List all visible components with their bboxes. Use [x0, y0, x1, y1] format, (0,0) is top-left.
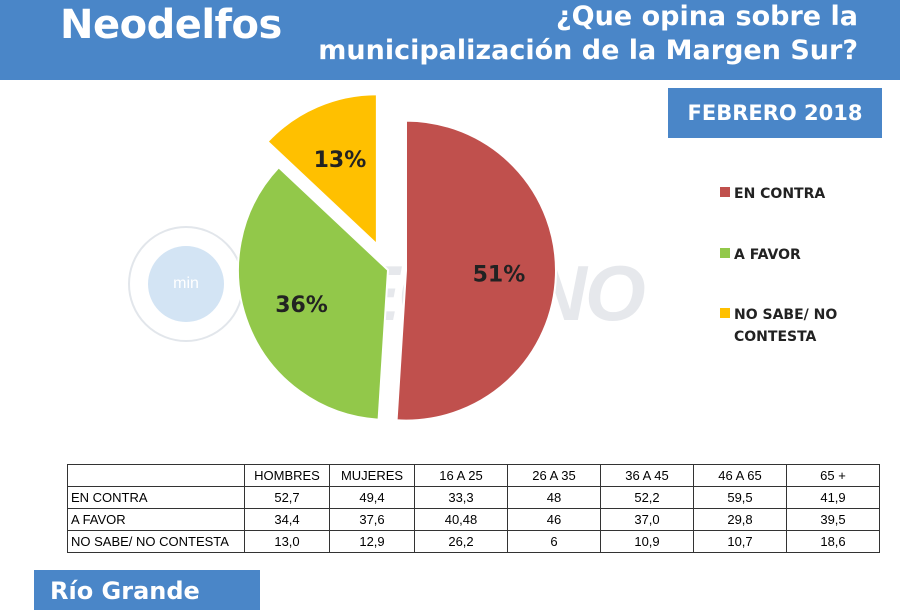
table-cell: 33,3	[414, 486, 508, 509]
legend-swatch	[720, 308, 730, 318]
table-cell: 26,2	[414, 530, 508, 553]
table-cell: 59,5	[693, 486, 787, 509]
legend-item-en-contra: EN CONTRA	[720, 183, 884, 205]
brand-title: Neodelfos	[60, 2, 282, 48]
table-cell: 49,4	[329, 486, 415, 509]
legend-label: NO SABE/ NO CONTESTA	[734, 307, 838, 345]
question-title: ¿Que opina sobre la municipalización de …	[298, 0, 858, 68]
table-cell: 48	[507, 486, 601, 509]
table-cell: 10,7	[693, 530, 787, 553]
legend-label: EN CONTRA	[734, 186, 826, 202]
table-header-cell: HOMBRES	[244, 464, 330, 487]
date-badge: FEBRERO 2018	[668, 88, 882, 138]
table-header-cell: 46 A 65	[693, 464, 787, 487]
footer-location: Río Grande	[34, 570, 260, 610]
slice-a-favor	[237, 165, 390, 421]
question-line-2: municipalización de la Margen Sur?	[318, 35, 858, 66]
label-a-favor: 36%	[275, 293, 328, 318]
slice-no-sabe	[266, 93, 378, 247]
table-cell: 34,4	[244, 508, 330, 531]
table-row: A FAVOR 34,4 37,6 40,48 46 37,0 29,8 39,5	[67, 508, 880, 531]
table-cell: 10,9	[600, 530, 694, 553]
table-cell: 52,2	[600, 486, 694, 509]
table-header-cell: MUJERES	[329, 464, 415, 487]
legend-swatch	[720, 248, 730, 258]
table-row: EN CONTRA 52,7 49,4 33,3 48 52,2 59,5 41,9	[67, 486, 880, 509]
table-cell: 52,7	[244, 486, 330, 509]
table-row-label: EN CONTRA	[67, 486, 245, 509]
table-cell: 12,9	[329, 530, 415, 553]
table-header-cell: 26 A 35	[507, 464, 601, 487]
label-no-sabe: 13%	[314, 148, 367, 173]
table-cell: 37,0	[600, 508, 694, 531]
table-cell: 13,0	[244, 530, 330, 553]
legend-item-a-favor: A FAVOR	[720, 244, 884, 266]
table-cell: 29,8	[693, 508, 787, 531]
label-en-contra: 51%	[473, 262, 526, 287]
question-line-1: ¿Que opina sobre la	[556, 1, 858, 32]
table-header-cell	[67, 464, 245, 487]
table-row-label: A FAVOR	[67, 508, 245, 531]
table-header-cell: 65 +	[786, 464, 880, 487]
header-bar: Neodelfos ¿Que opina sobre la municipali…	[0, 0, 900, 80]
table-cell: 41,9	[786, 486, 880, 509]
results-table: HOMBRES MUJERES 16 A 25 26 A 35 36 A 45 46 A …	[67, 464, 880, 553]
table-cell: 40,48	[414, 508, 508, 531]
table-cell: 46	[507, 508, 601, 531]
legend-swatch	[720, 187, 730, 197]
table-header-cell: 36 A 45	[600, 464, 694, 487]
table-row-label: NO SABE/ NO CONTESTA	[67, 530, 245, 553]
table-row: NO SABE/ NO CONTESTA 13,0 12,9 26,2 6 10,9 10,…	[67, 530, 880, 553]
table-header-row: HOMBRES MUJERES 16 A 25 26 A 35 36 A 45 46 A …	[67, 464, 880, 487]
table-cell: 39,5	[786, 508, 880, 531]
table-header-cell: 16 A 25	[414, 464, 508, 487]
legend-item-no-sabe: NO SABE/ NO CONTESTA	[720, 304, 884, 348]
slice-en-contra	[395, 119, 557, 422]
table-cell: 37,6	[329, 508, 415, 531]
table-cell: 18,6	[786, 530, 880, 553]
table-cell: 6	[507, 530, 601, 553]
legend-label: A FAVOR	[734, 247, 801, 263]
